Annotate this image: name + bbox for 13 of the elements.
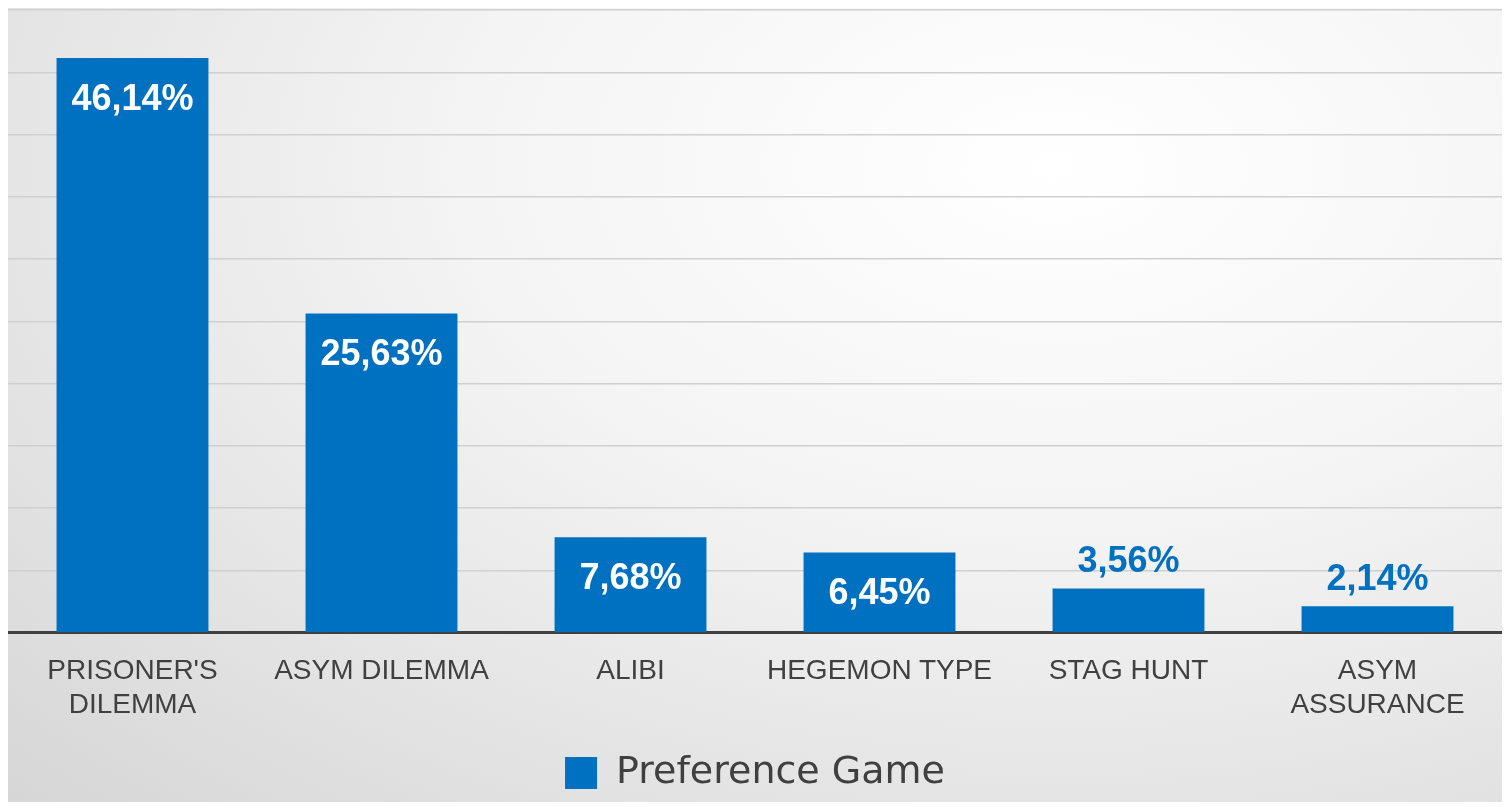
x-tick-label: PRISONER'S DILEMMA	[47, 654, 218, 719]
data-label: 3,56%	[1077, 539, 1180, 581]
data-label: 46,14%	[71, 77, 194, 118]
legend-label: Preference Game	[616, 747, 945, 792]
x-tick-label: HEGEMON TYPE	[766, 654, 993, 686]
x-tick-label: ASYM ASSURANCE	[1290, 654, 1465, 719]
x-tick-label: ASYM DILEMMA	[274, 654, 490, 686]
data-label: 7,68%	[579, 556, 682, 598]
data-label: 25,63%	[320, 332, 443, 374]
data-label: 2,14%	[1326, 557, 1429, 599]
x-tick-label: ALIBI	[596, 654, 665, 686]
data-label: 6,45%	[828, 571, 931, 613]
x-tick-label: STAG HUNT	[1048, 654, 1209, 686]
